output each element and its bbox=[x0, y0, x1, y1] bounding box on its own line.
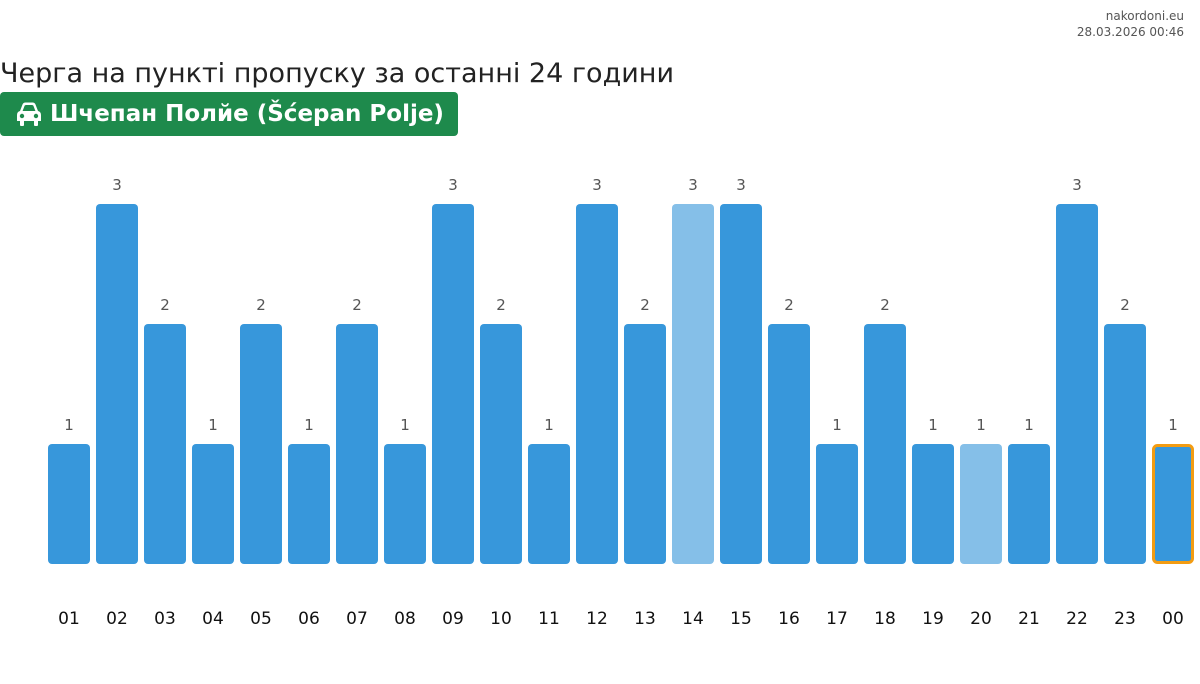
bar-22 bbox=[1056, 204, 1098, 564]
value-label-14: 3 bbox=[688, 176, 698, 194]
tick-label-02: 02 bbox=[106, 609, 128, 629]
tick-label-13: 13 bbox=[634, 609, 656, 629]
value-label-19: 1 bbox=[928, 416, 938, 434]
bar-00 bbox=[1152, 444, 1194, 564]
checkpoint-badge: Шчепан Полйе (Šćepan Polje) bbox=[0, 92, 458, 136]
value-label-13: 2 bbox=[640, 296, 650, 314]
value-label-09: 3 bbox=[448, 176, 458, 194]
value-label-18: 2 bbox=[880, 296, 890, 314]
value-label-04: 1 bbox=[208, 416, 218, 434]
bar-21 bbox=[1008, 444, 1050, 564]
value-label-01: 1 bbox=[64, 416, 74, 434]
value-label-20: 1 bbox=[976, 416, 986, 434]
bar-19 bbox=[912, 444, 954, 564]
tick-label-14: 14 bbox=[682, 609, 704, 629]
tick-label-23: 23 bbox=[1114, 609, 1136, 629]
tick-label-06: 06 bbox=[298, 609, 320, 629]
value-label-12: 3 bbox=[592, 176, 602, 194]
tick-label-00: 00 bbox=[1162, 609, 1184, 629]
value-label-10: 2 bbox=[496, 296, 506, 314]
value-label-17: 1 bbox=[832, 416, 842, 434]
bar-13 bbox=[624, 324, 666, 564]
value-label-00: 1 bbox=[1168, 416, 1178, 434]
value-label-11: 1 bbox=[544, 416, 554, 434]
bar-01 bbox=[48, 444, 90, 564]
bar-18 bbox=[864, 324, 906, 564]
bar-12 bbox=[576, 204, 618, 564]
value-label-08: 1 bbox=[400, 416, 410, 434]
value-label-02: 3 bbox=[112, 176, 122, 194]
tick-label-10: 10 bbox=[490, 609, 512, 629]
tick-label-09: 09 bbox=[442, 609, 464, 629]
tick-label-19: 19 bbox=[922, 609, 944, 629]
bar-15 bbox=[720, 204, 762, 564]
bar-04 bbox=[192, 444, 234, 564]
tick-label-20: 20 bbox=[970, 609, 992, 629]
tick-label-21: 21 bbox=[1018, 609, 1040, 629]
bar-14 bbox=[672, 204, 714, 564]
tick-label-16: 16 bbox=[778, 609, 800, 629]
source-site: nakordoni.eu bbox=[1105, 9, 1184, 23]
bar-06 bbox=[288, 444, 330, 564]
car-icon bbox=[17, 102, 41, 126]
value-label-05: 2 bbox=[256, 296, 266, 314]
tick-label-11: 11 bbox=[538, 609, 560, 629]
bar-16 bbox=[768, 324, 810, 564]
bar-11 bbox=[528, 444, 570, 564]
bar-08 bbox=[384, 444, 426, 564]
value-label-07: 2 bbox=[352, 296, 362, 314]
tick-label-18: 18 bbox=[874, 609, 896, 629]
tick-label-05: 05 bbox=[250, 609, 272, 629]
bar-05 bbox=[240, 324, 282, 564]
bar-09 bbox=[432, 204, 474, 564]
value-label-23: 2 bbox=[1120, 296, 1130, 314]
bar-23 bbox=[1104, 324, 1146, 564]
bar-02 bbox=[96, 204, 138, 564]
page-title: Черга на пункті пропуску за останні 24 г… bbox=[0, 58, 674, 89]
tick-label-08: 08 bbox=[394, 609, 416, 629]
tick-label-03: 03 bbox=[154, 609, 176, 629]
checkpoint-name: Шчепан Полйе (Šćepan Polje) bbox=[50, 101, 444, 127]
bar-03 bbox=[144, 324, 186, 564]
tick-label-17: 17 bbox=[826, 609, 848, 629]
value-label-16: 2 bbox=[784, 296, 794, 314]
bar-17 bbox=[816, 444, 858, 564]
tick-label-15: 15 bbox=[730, 609, 752, 629]
tick-label-22: 22 bbox=[1066, 609, 1088, 629]
source-timestamp: 28.03.2026 00:46 bbox=[1076, 25, 1184, 39]
value-label-03: 2 bbox=[160, 296, 170, 314]
value-label-06: 1 bbox=[304, 416, 314, 434]
bar-07 bbox=[336, 324, 378, 564]
tick-label-12: 12 bbox=[586, 609, 608, 629]
value-label-22: 3 bbox=[1072, 176, 1082, 194]
value-label-21: 1 bbox=[1024, 416, 1034, 434]
source-info: nakordoni.eu 28.03.2026 00:46 bbox=[1077, 8, 1184, 40]
value-label-15: 3 bbox=[736, 176, 746, 194]
tick-label-04: 04 bbox=[202, 609, 224, 629]
tick-label-01: 01 bbox=[58, 609, 80, 629]
tick-label-07: 07 bbox=[346, 609, 368, 629]
bar-10 bbox=[480, 324, 522, 564]
bar-20 bbox=[960, 444, 1002, 564]
